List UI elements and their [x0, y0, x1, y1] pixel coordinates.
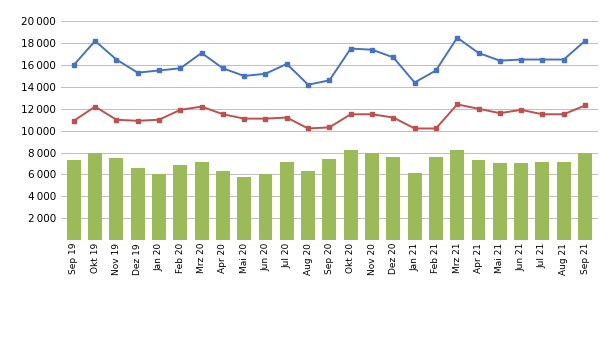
Bar — [514, 164, 528, 240]
Importe — [198, 105, 205, 109]
Importe — [411, 127, 418, 131]
Exporte — [454, 36, 461, 40]
Importe — [219, 112, 226, 116]
Exporte — [70, 63, 77, 67]
Importe — [368, 112, 376, 116]
Bar — [259, 175, 273, 240]
Importe — [326, 125, 333, 129]
Exporte — [134, 71, 142, 75]
Exporte — [240, 74, 248, 78]
Importe — [156, 118, 163, 122]
Bar — [344, 150, 357, 240]
Exporte — [113, 58, 120, 62]
Exporte — [475, 51, 482, 55]
Importe — [539, 112, 546, 116]
Importe — [262, 117, 269, 121]
Importe — [475, 107, 482, 111]
Bar — [152, 175, 166, 240]
Importe — [283, 116, 290, 120]
Exporte — [390, 55, 397, 59]
Line: Exporte: Exporte — [71, 35, 587, 87]
Bar — [450, 150, 464, 240]
Bar — [195, 162, 209, 240]
Importe — [347, 112, 354, 116]
Importe — [92, 105, 99, 109]
Importe — [581, 104, 589, 108]
Exporte — [368, 48, 376, 52]
Bar — [407, 173, 422, 240]
Bar — [88, 153, 102, 240]
Bar — [557, 162, 570, 240]
Importe — [496, 111, 503, 115]
Bar — [131, 168, 145, 240]
Legend: Handelsbilanz, Exporte, Importe: Handelsbilanz, Exporte, Importe — [175, 342, 484, 343]
Bar — [237, 177, 251, 240]
Bar — [365, 153, 379, 240]
Exporte — [539, 58, 546, 62]
Importe — [240, 117, 248, 121]
Exporte — [262, 72, 269, 76]
Importe — [390, 116, 397, 120]
Exporte — [283, 62, 290, 66]
Exporte — [219, 66, 226, 70]
Exporte — [92, 39, 99, 43]
Bar — [386, 157, 400, 240]
Importe — [70, 119, 77, 123]
Bar — [67, 160, 81, 240]
Line: Importe: Importe — [71, 102, 587, 131]
Exporte — [517, 58, 525, 62]
Bar — [429, 157, 443, 240]
Bar — [472, 160, 486, 240]
Importe — [454, 102, 461, 106]
Importe — [517, 108, 525, 112]
Exporte — [496, 59, 503, 63]
Exporte — [347, 47, 354, 51]
Importe — [177, 108, 184, 112]
Exporte — [432, 68, 440, 72]
Importe — [304, 127, 312, 131]
Bar — [301, 171, 315, 240]
Importe — [134, 119, 142, 123]
Exporte — [411, 81, 418, 85]
Bar — [280, 162, 294, 240]
Bar — [493, 164, 507, 240]
Exporte — [156, 68, 163, 72]
Exporte — [304, 83, 312, 87]
Importe — [113, 118, 120, 122]
Bar — [173, 165, 187, 240]
Bar — [578, 153, 592, 240]
Bar — [109, 158, 123, 240]
Importe — [560, 112, 567, 116]
Exporte — [198, 51, 205, 55]
Exporte — [177, 66, 184, 70]
Exporte — [581, 39, 589, 43]
Exporte — [560, 58, 567, 62]
Bar — [216, 171, 230, 240]
Bar — [323, 159, 336, 240]
Bar — [536, 162, 550, 240]
Exporte — [326, 78, 333, 82]
Importe — [432, 127, 440, 131]
